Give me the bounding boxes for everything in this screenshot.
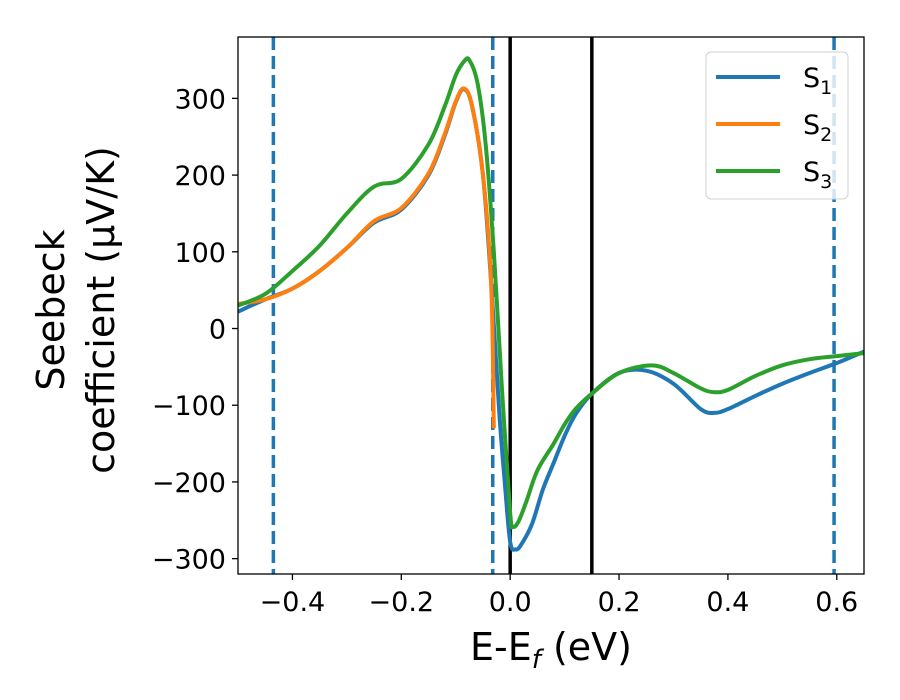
legend: S1 S2 S3 — [705, 51, 849, 200]
y-axis-label-line2: coefficient (μV/K) — [79, 146, 123, 474]
y-tick-label-0: 300 — [174, 84, 226, 115]
x-tick-label-1: −0.2 — [369, 587, 435, 618]
y-axis-label: Seebeck coefficient (μV/K) — [29, 146, 123, 474]
legend-label-s1: S1 — [803, 63, 832, 99]
x-tick-label-5: 0.6 — [815, 587, 858, 618]
y-tick-label-1: 200 — [174, 161, 226, 192]
x-tick-label-4: 0.4 — [706, 587, 749, 618]
series-line-s2 — [238, 86, 496, 429]
x-axis-ticks: −0.4 −0.2 0.0 0.2 0.4 0.6 — [260, 574, 858, 618]
x-tick-label-0: −0.4 — [260, 587, 326, 618]
data-series — [238, 56, 864, 552]
y-tick-label-4: −100 — [152, 391, 226, 422]
x-axis-label: E-Ef (eV) — [470, 625, 632, 675]
x-tick-label-2: 0.0 — [489, 587, 532, 618]
plot-frame — [237, 36, 865, 575]
legend-label-s2: S2 — [803, 110, 832, 146]
y-tick-label-6: −300 — [152, 545, 226, 576]
x-tick-label-3: 0.2 — [598, 587, 641, 618]
y-tick-label-2: 100 — [174, 238, 226, 269]
y-tick-label-3: 0 — [209, 315, 226, 346]
y-axis-label-line1: Seebeck — [29, 229, 73, 390]
legend-label-s3: S3 — [803, 157, 832, 193]
series-line-s3 — [238, 56, 864, 530]
y-tick-label-5: −200 — [152, 468, 226, 499]
y-axis-ticks: 300 200 100 0 −100 −200 −300 — [152, 84, 238, 576]
